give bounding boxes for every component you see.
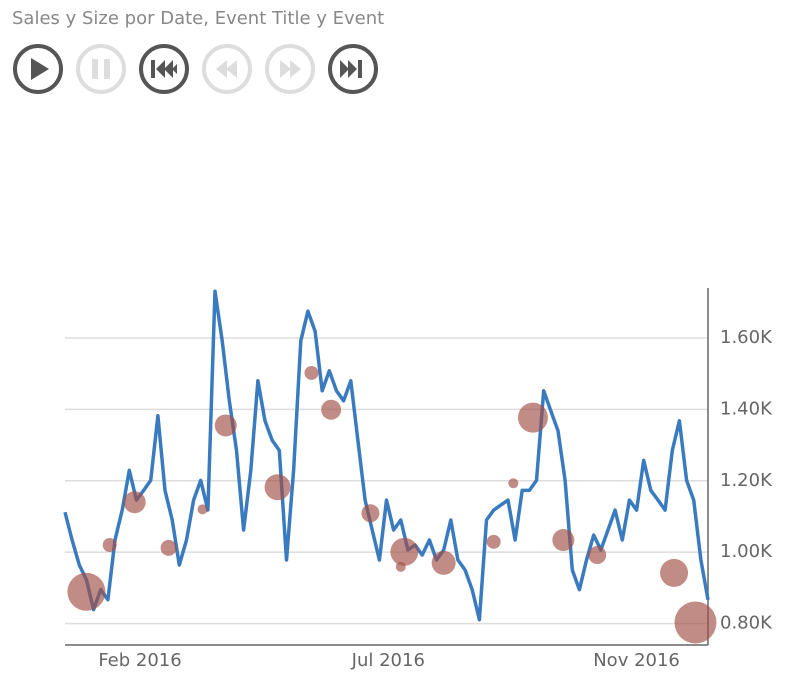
bubble	[390, 537, 419, 566]
bubble	[588, 546, 607, 565]
bubble	[67, 572, 106, 611]
bubble	[321, 399, 342, 420]
bubble	[214, 414, 237, 437]
y-tick-label: 1.20K	[720, 470, 773, 491]
bubble	[486, 534, 501, 549]
bubble	[674, 601, 717, 644]
bubble	[660, 558, 689, 587]
x-tick-label: Feb 2016	[98, 650, 181, 671]
bubble	[197, 504, 208, 515]
bubble	[431, 550, 456, 575]
chart-title: Sales y Size por Date, Event Title y Eve…	[12, 8, 384, 29]
y-tick-label: 1.60K	[720, 327, 773, 348]
first-button[interactable]	[139, 44, 189, 94]
bubble	[552, 529, 575, 552]
bubble	[517, 402, 548, 433]
bubble	[102, 538, 117, 553]
bubble	[160, 539, 177, 556]
y-tick-label: 1.00K	[720, 541, 773, 562]
pause-button[interactable]	[76, 44, 126, 94]
y-tick-label: 0.80K	[720, 613, 773, 634]
last-button[interactable]	[328, 44, 378, 94]
y-tick-label: 1.40K	[720, 398, 773, 419]
bubble	[508, 478, 519, 489]
x-tick-label: Nov 2016	[593, 650, 680, 671]
bubble	[304, 365, 319, 380]
bubble	[123, 491, 146, 514]
bubble	[264, 474, 291, 501]
line	[63, 289, 710, 622]
bubble	[361, 504, 380, 523]
play-button[interactable]	[13, 44, 63, 94]
x-tick-label: Jul 2016	[351, 650, 425, 671]
next-button[interactable]	[265, 44, 315, 94]
previous-button[interactable]	[202, 44, 252, 94]
